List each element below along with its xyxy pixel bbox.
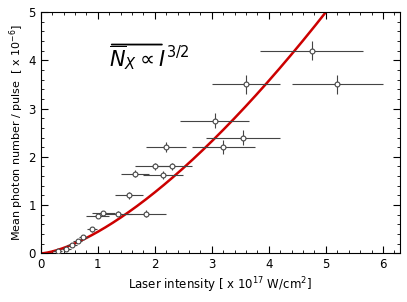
Text: $\overline{N}_X \propto I^{3/2}$: $\overline{N}_X \propto I^{3/2}$ bbox=[109, 43, 190, 72]
X-axis label: Laser intensity [ x 10$^{17}$ W/cm$^{2}$]: Laser intensity [ x 10$^{17}$ W/cm$^{2}$… bbox=[129, 275, 312, 295]
Y-axis label: Mean photon number / pulse  [ x 10$^{-6}$]: Mean photon number / pulse [ x 10$^{-6}$… bbox=[7, 24, 26, 241]
